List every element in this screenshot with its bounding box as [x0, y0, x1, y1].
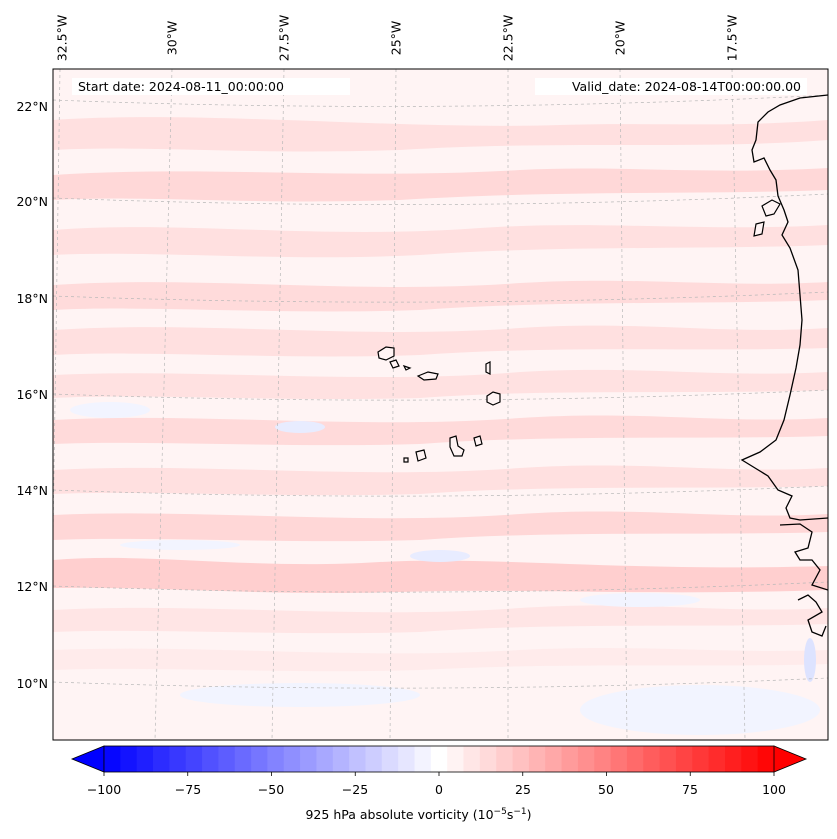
map-background: [53, 69, 828, 740]
cb-tick-label: 50: [598, 782, 614, 797]
cb-tick-label: −75: [174, 782, 202, 797]
colorbar-segment: [528, 746, 546, 772]
cb-tick-label: 75: [682, 782, 698, 797]
colorbar-segment: [594, 746, 612, 772]
colorbar-segment: [675, 746, 693, 772]
lon-label-32-5w: 32.5°W: [54, 14, 70, 62]
colorbar-segment: [332, 746, 350, 772]
colorbar-segment: [643, 746, 661, 772]
colorbar-segment: [218, 746, 236, 772]
colorbar-segment: [626, 746, 644, 772]
colorbar-segment: [512, 746, 530, 772]
colorbar-segment: [185, 746, 203, 772]
colorbar-segment: [365, 746, 383, 772]
negative-vorticity-patches: [70, 402, 820, 735]
colorbar-segment: [545, 746, 563, 772]
start-date-label: Start date: 2024-08-11_00:00:00: [72, 78, 350, 95]
colorbar-segment: [561, 746, 579, 772]
colorbar-title: 925 hPa absolute vorticity (10−5s−1): [305, 807, 532, 823]
cb-tick-label: −25: [341, 782, 369, 797]
colorbar-segment: [430, 746, 448, 772]
colorbar-segment: [136, 746, 154, 772]
cb-tick-label: 100: [762, 782, 786, 797]
coastline: [740, 94, 828, 637]
colorbar-segment: [724, 746, 742, 772]
colorbar-segment: [479, 746, 497, 772]
lat-label-18n: 18°N: [16, 291, 48, 306]
lat-label-16n: 16°N: [16, 387, 48, 402]
colorbar-segment: [349, 746, 367, 772]
colorbar-segment: [267, 746, 285, 772]
colorbar-segment: [692, 746, 710, 772]
colorbar-segment: [381, 746, 399, 772]
colorbar-min-extension: [70, 745, 105, 773]
lon-label-22-5w: 22.5°W: [500, 14, 516, 62]
colorbar-segment: [496, 746, 514, 772]
colorbar-segment: [659, 746, 677, 772]
lon-label-30w: 30°W: [164, 20, 180, 56]
lon-label-27-5w: 27.5°W: [276, 14, 292, 62]
lon-label-20w: 20°W: [612, 20, 628, 56]
islands: [377, 199, 781, 463]
colorbar-segment: [316, 746, 334, 772]
lat-label-14n: 14°N: [16, 483, 48, 498]
lat-label-20n: 20°N: [16, 194, 48, 209]
colorbar-segment: [447, 746, 465, 772]
lat-label-12n: 12°N: [16, 579, 48, 594]
colorbar-segment: [398, 746, 416, 772]
colorbar-segment: [300, 746, 318, 772]
lat-label-10n: 10°N: [16, 676, 48, 691]
valid-date-label: Valid_date: 2024-08-14T00:00:00.00: [535, 78, 807, 95]
cb-tick-label: 0: [435, 782, 443, 797]
lat-label-22n: 22°N: [16, 99, 48, 114]
colorbar-segment: [251, 746, 269, 772]
colorbar-max-extension: [773, 745, 808, 773]
colorbar-segment: [708, 746, 726, 772]
colorbar-segment: [104, 746, 121, 772]
lon-label-17-5w: 17.5°W: [724, 14, 740, 62]
cb-tick-label: 25: [515, 782, 531, 797]
colorbar-segment: [169, 746, 187, 772]
lon-label-25w: 25°W: [388, 20, 404, 56]
colorbar-segment: [741, 746, 759, 772]
colorbar-segment: [153, 746, 170, 772]
colorbar-segment: [234, 746, 252, 772]
colorbar-segment: [577, 746, 595, 772]
vorticity-field: [53, 117, 828, 672]
cb-tick-label: −100: [86, 782, 122, 797]
colorbar-segment: [610, 746, 628, 772]
colorbar-segment: [463, 746, 481, 772]
colorbar-segment: [120, 746, 138, 772]
map-frame: [52, 68, 829, 741]
graticule: [53, 69, 828, 740]
colorbar-segment: [202, 746, 219, 772]
colorbar-segment: [283, 746, 301, 772]
colorbar: [70, 745, 808, 776]
colorbar-segment: [414, 746, 432, 772]
colorbar-segment: [757, 746, 775, 772]
cb-tick-label: −50: [257, 782, 285, 797]
